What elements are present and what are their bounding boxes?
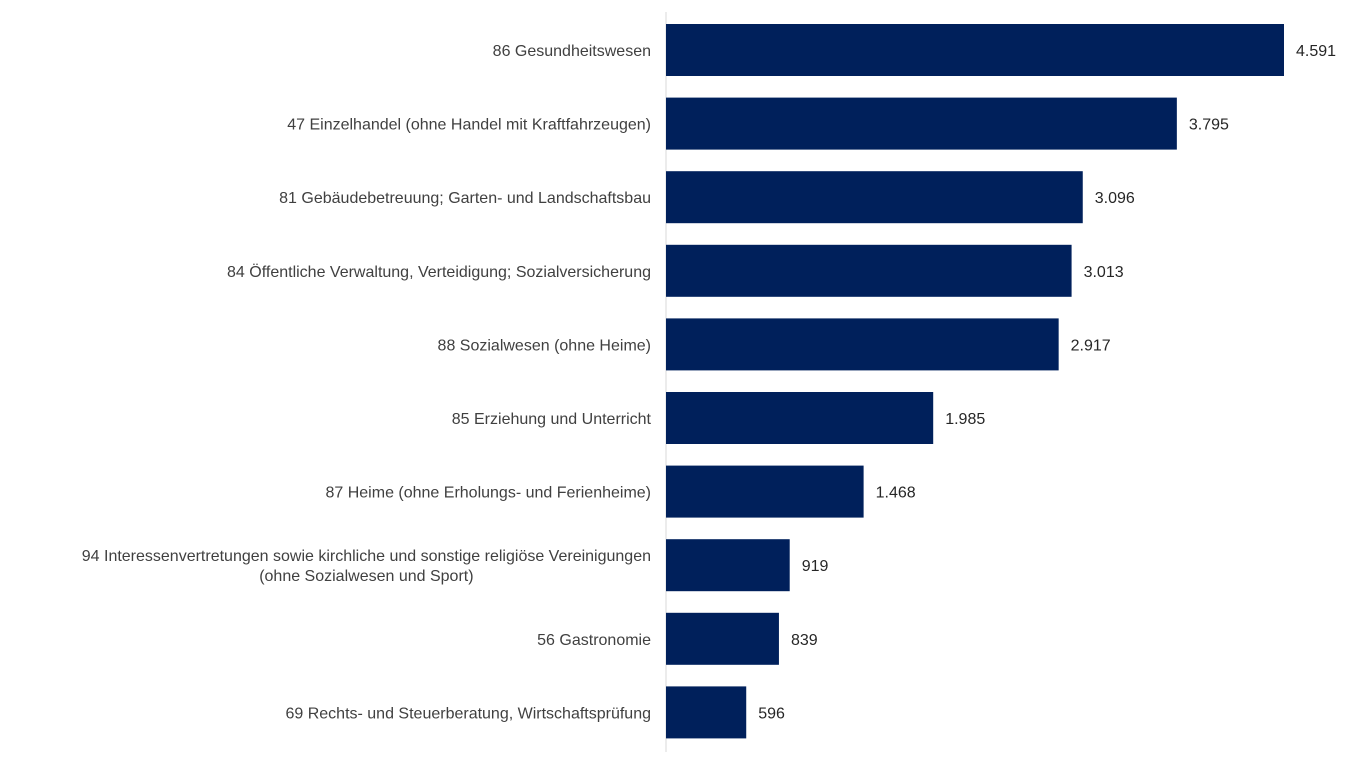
bar-4 [666,318,1059,371]
value-label-7: 919 [802,558,829,575]
category-label-7: 94 Interessenvertretungen sowie kirchlic… [82,548,651,585]
value-label-4: 2.917 [1071,337,1111,354]
category-label-4: 88 Sozialwesen (ohne Heime) [438,337,651,354]
category-label-1: 47 Einzelhandel (ohne Handel mit Kraftfa… [287,117,651,134]
value-label-6: 1.468 [876,485,916,502]
bar-7 [666,539,790,592]
bar-9 [666,686,747,739]
category-label-6: 87 Heime (ohne Erholungs- und Ferienheim… [325,485,651,502]
bar-3 [666,244,1072,297]
value-label-5: 1.985 [945,411,985,428]
value-label-3: 3.013 [1084,264,1124,281]
value-label-2: 3.096 [1095,190,1135,207]
category-label-5: 85 Erziehung und Unterricht [452,411,652,428]
category-label-2: 81 Gebäudebetreuung; Garten- und Landsch… [279,190,651,207]
bars-group: 4.591 86 Gesundheitswesen 3.795 47 Einzelha… [82,24,1336,739]
category-label-3: 84 Öffentliche Verwaltung, Verteidigung;… [227,263,651,281]
value-label-9: 596 [758,705,785,722]
value-label-0: 4.591 [1296,43,1336,60]
category-label-8: 56 Gastronomie [537,632,651,649]
value-label-8: 839 [791,632,818,649]
bar-2 [666,171,1083,224]
bar-6 [666,465,864,518]
category-label-0: 86 Gesundheitswesen [493,43,651,60]
bar-8 [666,612,779,665]
bar-0 [666,24,1284,76]
bar-5 [666,392,934,444]
category-label-9: 69 Rechts- und Steuerberatung, Wirtschaf… [285,705,651,722]
value-label-1: 3.795 [1189,117,1229,134]
bar-1 [666,97,1177,150]
